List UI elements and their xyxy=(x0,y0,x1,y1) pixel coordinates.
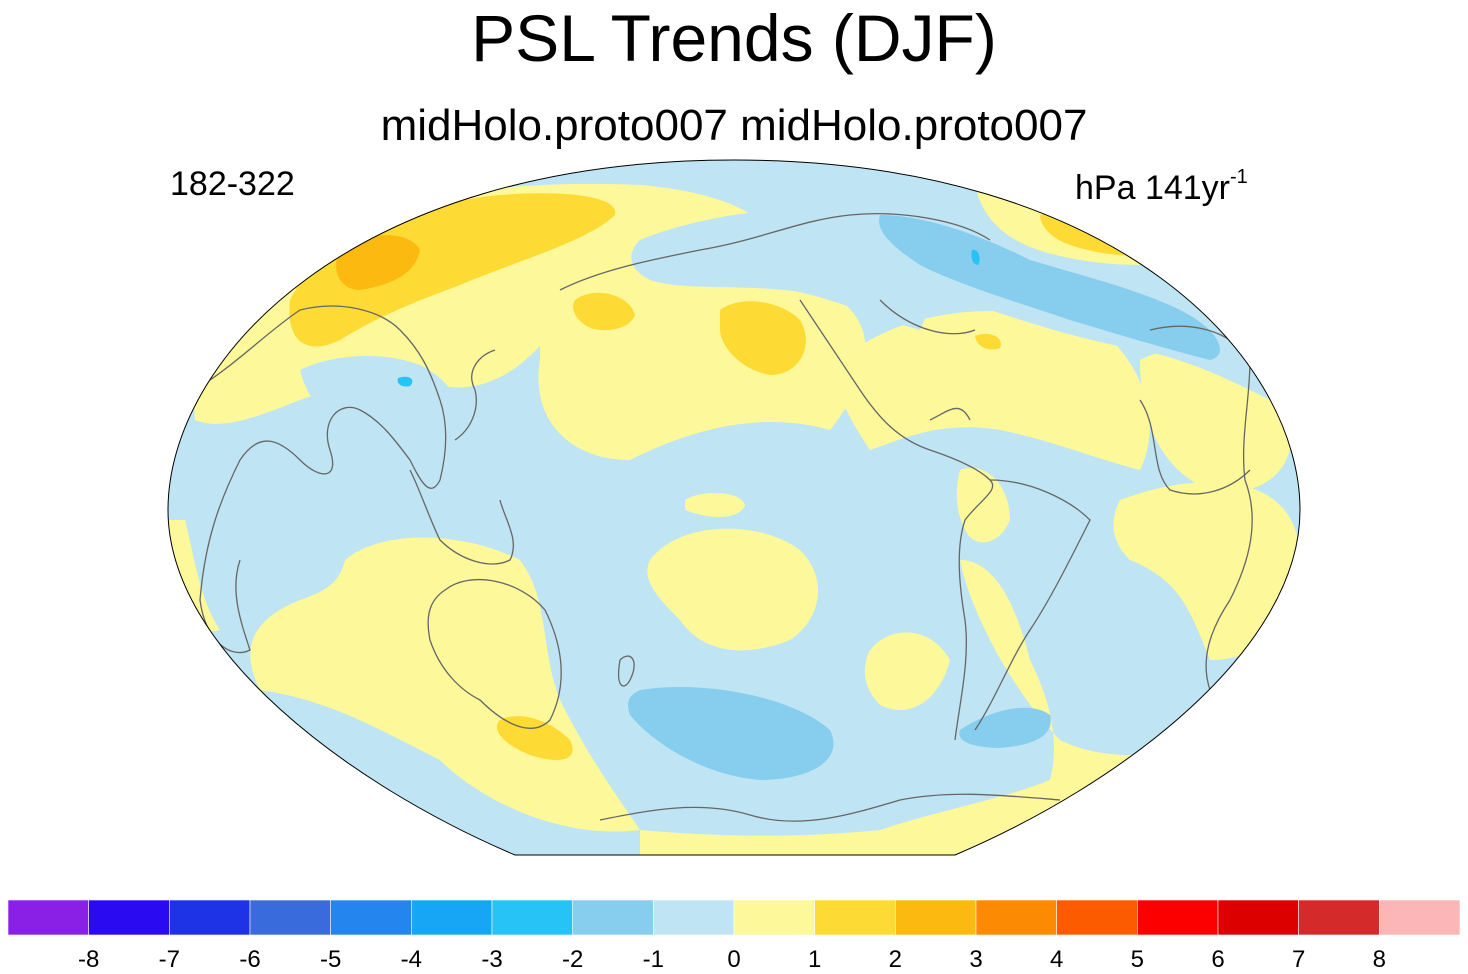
colorbar-tick-label: 4 xyxy=(1050,946,1063,973)
globe-outline xyxy=(167,159,1301,856)
colorbar-tick-label: -8 xyxy=(78,946,99,973)
units-label: hPa 141yr-1 xyxy=(1075,157,1248,208)
colorbar-swatch xyxy=(491,899,573,936)
trend-map xyxy=(167,159,1301,856)
colorbar-swatch xyxy=(572,899,654,936)
colorbar-tick-label: -5 xyxy=(320,946,341,973)
colorbar-tick-label: -1 xyxy=(643,946,664,973)
contour-neg3-neg2 xyxy=(397,249,980,387)
colorbar-swatch xyxy=(1379,899,1461,936)
colorbar-swatch xyxy=(7,899,89,936)
colorbar-swatch xyxy=(330,899,412,936)
colorbar-swatch xyxy=(653,899,735,936)
colorbar-swatch xyxy=(733,899,815,936)
coastlines xyxy=(199,213,1253,822)
colorbar-tick-label: 3 xyxy=(969,946,982,973)
year-range-label: 182-322 xyxy=(170,165,295,203)
colorbar-tick-label: -3 xyxy=(481,946,502,973)
colorbar-tick-label: 8 xyxy=(1373,946,1386,973)
colorbar-swatches xyxy=(7,899,1461,936)
colorbar-swatch xyxy=(1298,899,1380,936)
colorbar-tick-label: -4 xyxy=(401,946,422,973)
colorbar-swatch xyxy=(975,899,1057,936)
colorbar-tick-labels: -8 -7 -6 -5 -4 -3 -2 -1 0 1 2 3 4 5 6 7 8 xyxy=(78,946,1386,973)
units-exponent: -1 xyxy=(1230,166,1248,188)
units-text: hPa 141yr xyxy=(1075,169,1230,207)
colorbar-swatch xyxy=(814,899,896,936)
colorbar-tick-label: -6 xyxy=(239,946,260,973)
colorbar-swatch xyxy=(249,899,331,936)
colorbar-tick-label: 1 xyxy=(808,946,821,973)
contour-2-3 xyxy=(336,235,420,290)
colorbar-swatch xyxy=(1137,899,1219,936)
colorbar-swatch xyxy=(88,899,170,936)
colorbar: -8 -7 -6 -5 -4 -3 -2 -1 0 1 2 3 4 5 6 7 8 xyxy=(7,899,1461,973)
colorbar-tick-label: 6 xyxy=(1211,946,1224,973)
colorbar-tick-label: 5 xyxy=(1131,946,1144,973)
colorbar-tick-label: -2 xyxy=(562,946,583,973)
colorbar-swatch xyxy=(169,899,251,936)
colorbar-tick-label: 2 xyxy=(889,946,902,973)
colorbar-tick-label: 7 xyxy=(1292,946,1305,973)
contour-neg2-neg1 xyxy=(628,215,1220,780)
chart-subtitle: midHolo.proto007 midHolo.proto007 xyxy=(380,101,1088,150)
colorbar-swatch xyxy=(1056,899,1138,936)
colorbar-tick-label: 0 xyxy=(727,946,740,973)
colorbar-tick-label: -7 xyxy=(159,946,180,973)
chart-title: PSL Trends (DJF) xyxy=(471,1,997,75)
colorbar-swatch xyxy=(411,899,493,936)
colorbar-swatch xyxy=(895,899,977,936)
colorbar-swatch xyxy=(1217,899,1299,936)
